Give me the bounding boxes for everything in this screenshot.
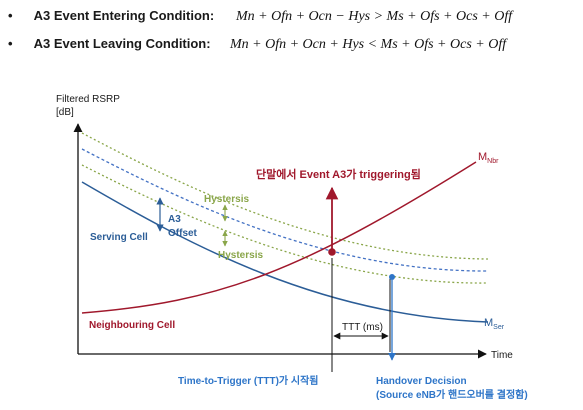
m-ser-main: M [484,317,493,329]
entering-condition: • A3 Event Entering Condition: [8,8,214,23]
upper-hysteresis-line [81,132,489,260]
neighbouring-cell-label: Neighbouring Cell [89,320,175,331]
lower-hysteresis-line [81,164,489,284]
bullet: • [8,8,13,23]
m-nbr-label: MNbr [478,151,499,165]
y-axis-label: Filtered RSRP [56,94,120,105]
y-axis-unit: [dB] [56,107,74,118]
serving-cell-curve [81,181,489,323]
m-ser-label: MSer [484,317,505,331]
handover-label-line1: Handover Decision [376,376,467,387]
leaving-condition-label: A3 Event Leaving Condition: [33,36,211,51]
x-axis-label: Time [491,350,513,361]
entering-condition-label: A3 Event Entering Condition: [33,8,215,23]
a3-offset-line [81,148,489,272]
m-nbr-sub: Nbr [487,158,499,165]
serving-cell-label: Serving Cell [90,232,148,243]
bullet: • [8,36,13,51]
ttt-interval-label: TTT (ms) [342,322,383,333]
ttt-start-label: Time-to-Trigger (TTT)가 시작됨 [178,374,319,387]
handover-point [389,274,395,280]
neighbour-cell-curve [81,161,477,314]
leaving-condition-formula: Mn + Ofn + Ocn + Hys < Ms + Ofs + Ocs + … [230,37,507,52]
m-ser-sub: Ser [493,324,505,331]
trigger-point [328,248,336,256]
trigger-label: 단말에서 Event A3가 triggering됨 [256,167,421,181]
m-nbr-main: M [478,151,487,163]
leaving-condition: • A3 Event Leaving Condition: [8,36,211,51]
hysteresis-label-bottom: Hystersis [218,250,263,261]
a3-offset-label-line2: Offset [168,228,198,239]
a3-offset-label-line1: A3 [168,214,181,225]
entering-condition-formula: Mn + Ofn + Ocn − Hys > Ms + Ofs + Ocs + … [236,9,513,24]
hysteresis-label-top: Hystersis [204,194,249,205]
handover-label-line2: (Source eNB가 핸드오버를 결정함) [376,388,528,401]
